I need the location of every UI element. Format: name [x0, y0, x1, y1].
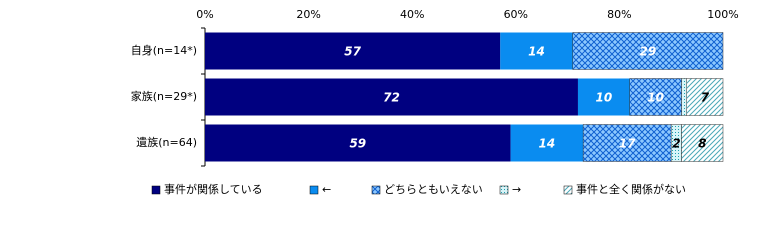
data-label: 10: [596, 91, 613, 105]
legend-label: 事件と全く関係がない: [576, 182, 686, 196]
bar-segment: [582, 124, 672, 162]
category-label: 自身(n=14*): [131, 43, 197, 57]
page: 0% 20% 40% 60% 80% 100% 自身(n=14*) 57 14 29 家族(n=29…: [130, 8, 739, 196]
data-label: 2: [672, 137, 680, 151]
data-label: 10: [647, 91, 664, 105]
data-label: 14: [539, 137, 556, 151]
bar-segment: [577, 78, 630, 116]
x-tick-label: 100%: [707, 8, 738, 21]
bar-segment: [205, 78, 578, 116]
legend-label: →: [512, 183, 521, 196]
bar-segment: [205, 32, 501, 70]
bar-segment: [629, 78, 682, 116]
x-tick-label: 0%: [196, 8, 213, 21]
bar-segment: [510, 124, 584, 162]
data-label: 29: [640, 45, 657, 59]
bar-segment: [500, 32, 573, 70]
legend-label: ←: [322, 183, 331, 196]
data-label: 8: [698, 137, 706, 151]
legend-swatch: [499, 185, 509, 195]
bar-segment: [686, 78, 724, 116]
x-tick-label: 60%: [504, 8, 528, 21]
bar-segment: [205, 124, 511, 162]
data-label: 17: [619, 137, 636, 151]
legend-swatch: [151, 185, 161, 195]
data-label: 7: [701, 91, 710, 105]
x-tick-label: 20%: [296, 8, 320, 21]
legend-label: 事件が関係している: [164, 182, 263, 196]
legend-label: どちらともいえない: [384, 183, 483, 196]
legend-swatch: [371, 185, 381, 195]
chart: 0% 20% 40% 60% 80% 100% 自身(n=14*) 57 14 29 家族(n=29…: [131, 8, 739, 196]
data-label: 59: [349, 137, 366, 151]
category-label: 家族(n=29*): [131, 89, 197, 103]
data-label: 72: [383, 91, 400, 105]
bar-segment: [572, 32, 724, 70]
data-label: 57: [344, 45, 361, 59]
bar-segment: [681, 78, 687, 116]
data-label: 14: [528, 45, 545, 59]
legend-swatch: [309, 185, 319, 195]
bar-segment: [681, 124, 724, 162]
x-tick-label: 80%: [607, 8, 631, 21]
legend-swatch: [563, 185, 573, 195]
x-tick-label: 40%: [400, 8, 424, 21]
category-label: 遺族(n=64): [136, 135, 197, 149]
